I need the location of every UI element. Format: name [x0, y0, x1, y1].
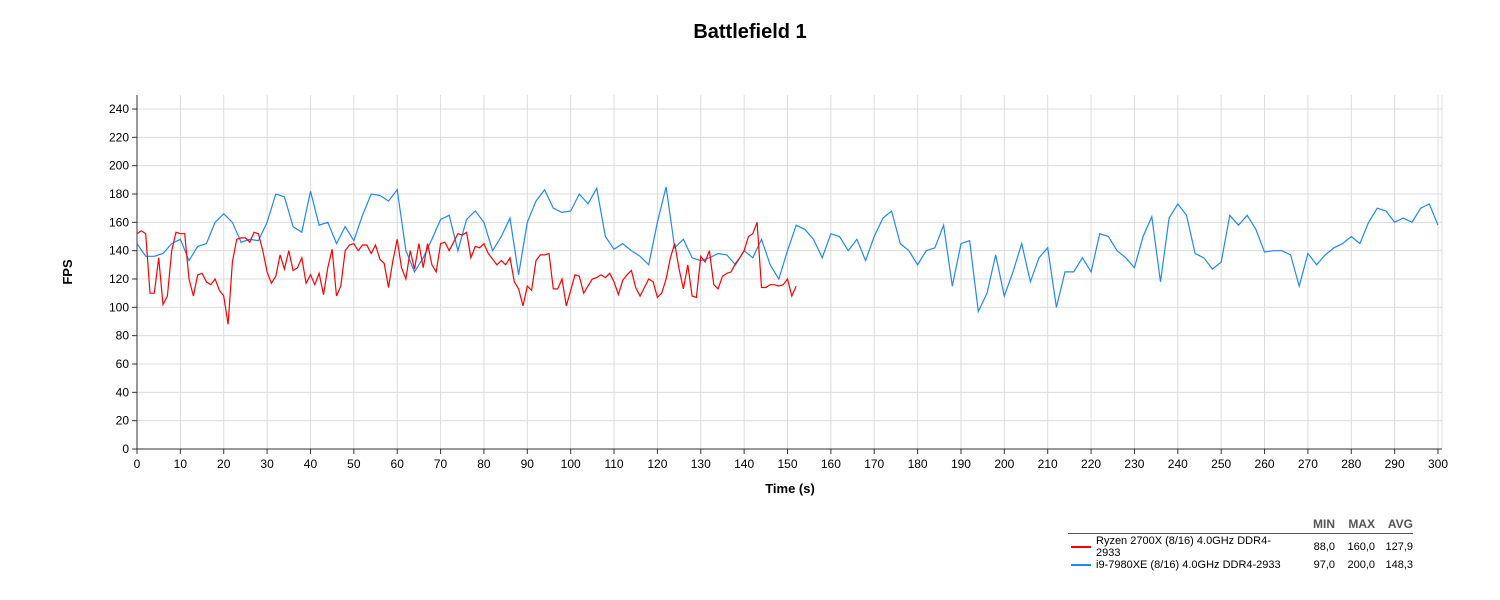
series-line-1	[136, 186, 1439, 314]
x-tick-label: 230	[1124, 457, 1144, 471]
y-tick-label: 160	[109, 215, 129, 229]
y-tick-label: 140	[109, 244, 129, 258]
y-tick-label: 20	[116, 414, 130, 428]
x-tick-label: 150	[777, 457, 797, 471]
y-tick-label: 120	[109, 272, 129, 286]
x-tick-label: 200	[994, 457, 1014, 471]
x-tick-label: 70	[434, 457, 448, 471]
y-tick-label: 220	[109, 130, 129, 144]
legend-swatch-red	[1071, 546, 1091, 548]
x-tick-label: 190	[951, 457, 971, 471]
legend-avg: 148,3	[1385, 559, 1413, 571]
legend: MIN MAX AVG Ryzen 2700X (8/16) 4.0GHz DD…	[1068, 517, 1413, 574]
x-tick-label: 280	[1341, 457, 1361, 471]
x-tick-label: 130	[691, 457, 711, 471]
x-tick-label: 300	[1428, 457, 1448, 471]
y-tick-label: 0	[122, 442, 129, 456]
x-tick-label: 160	[821, 457, 841, 471]
legend-item-i9: i9-7980XE (8/16) 4.0GHz DDR4-2933 97,0 2…	[1068, 556, 1413, 574]
x-tick-label: 290	[1385, 457, 1405, 471]
legend-min: 97,0	[1313, 559, 1335, 571]
y-tick-label: 40	[116, 385, 130, 399]
y-tick-label: 60	[116, 357, 130, 371]
series-line-0	[136, 222, 797, 325]
x-tick-label: 120	[647, 457, 667, 471]
legend-series-name: i9-7980XE (8/16) 4.0GHz DDR4-2933	[1096, 559, 1281, 571]
x-tick-label: 30	[260, 457, 274, 471]
x-tick-label: 40	[304, 457, 318, 471]
x-tick-label: 100	[561, 457, 581, 471]
x-tick-label: 20	[217, 457, 231, 471]
y-tick-label: 100	[109, 300, 129, 314]
x-tick-label: 240	[1168, 457, 1188, 471]
x-tick-label: 60	[391, 457, 405, 471]
legend-swatch-blue	[1071, 564, 1091, 566]
x-tick-label: 80	[477, 457, 491, 471]
legend-header-min: MIN	[1313, 517, 1335, 531]
x-tick-label: 0	[134, 457, 141, 471]
x-tick-label: 170	[864, 457, 884, 471]
legend-max: 200,0	[1347, 559, 1375, 571]
chart-title: Battlefield 1	[693, 21, 806, 43]
y-tick-label: 240	[109, 102, 129, 116]
y-tick-label: 200	[109, 159, 129, 173]
x-tick-label: 140	[734, 457, 754, 471]
x-tick-label: 250	[1211, 457, 1231, 471]
x-tick-label: 220	[1081, 457, 1101, 471]
x-tick-label: 110	[604, 457, 623, 471]
y-tick-label: 80	[116, 329, 130, 343]
legend-avg: 127,9	[1385, 541, 1413, 553]
legend-header-avg: AVG	[1387, 517, 1413, 531]
legend-max: 160,0	[1347, 541, 1375, 553]
x-tick-label: 10	[174, 457, 188, 471]
x-tick-label: 270	[1298, 457, 1318, 471]
legend-series-name: Ryzen 2700X (8/16) 4.0GHz DDR4-2933	[1096, 535, 1271, 559]
x-tick-label: 260	[1255, 457, 1275, 471]
y-tick-label: 180	[109, 187, 129, 201]
x-tick-label: 180	[908, 457, 928, 471]
x-axis-label: Time (s)	[765, 481, 815, 496]
y-axis-label: FPS	[60, 259, 75, 285]
x-tick-label: 90	[521, 457, 535, 471]
legend-min: 88,0	[1313, 541, 1335, 553]
legend-header: MIN MAX AVG	[1068, 517, 1413, 534]
x-tick-label: 210	[1038, 457, 1058, 471]
legend-header-max: MAX	[1348, 517, 1375, 531]
legend-item-ryzen: Ryzen 2700X (8/16) 4.0GHz DDR4-2933 88,0…	[1068, 535, 1413, 559]
x-tick-label: 50	[347, 457, 361, 471]
